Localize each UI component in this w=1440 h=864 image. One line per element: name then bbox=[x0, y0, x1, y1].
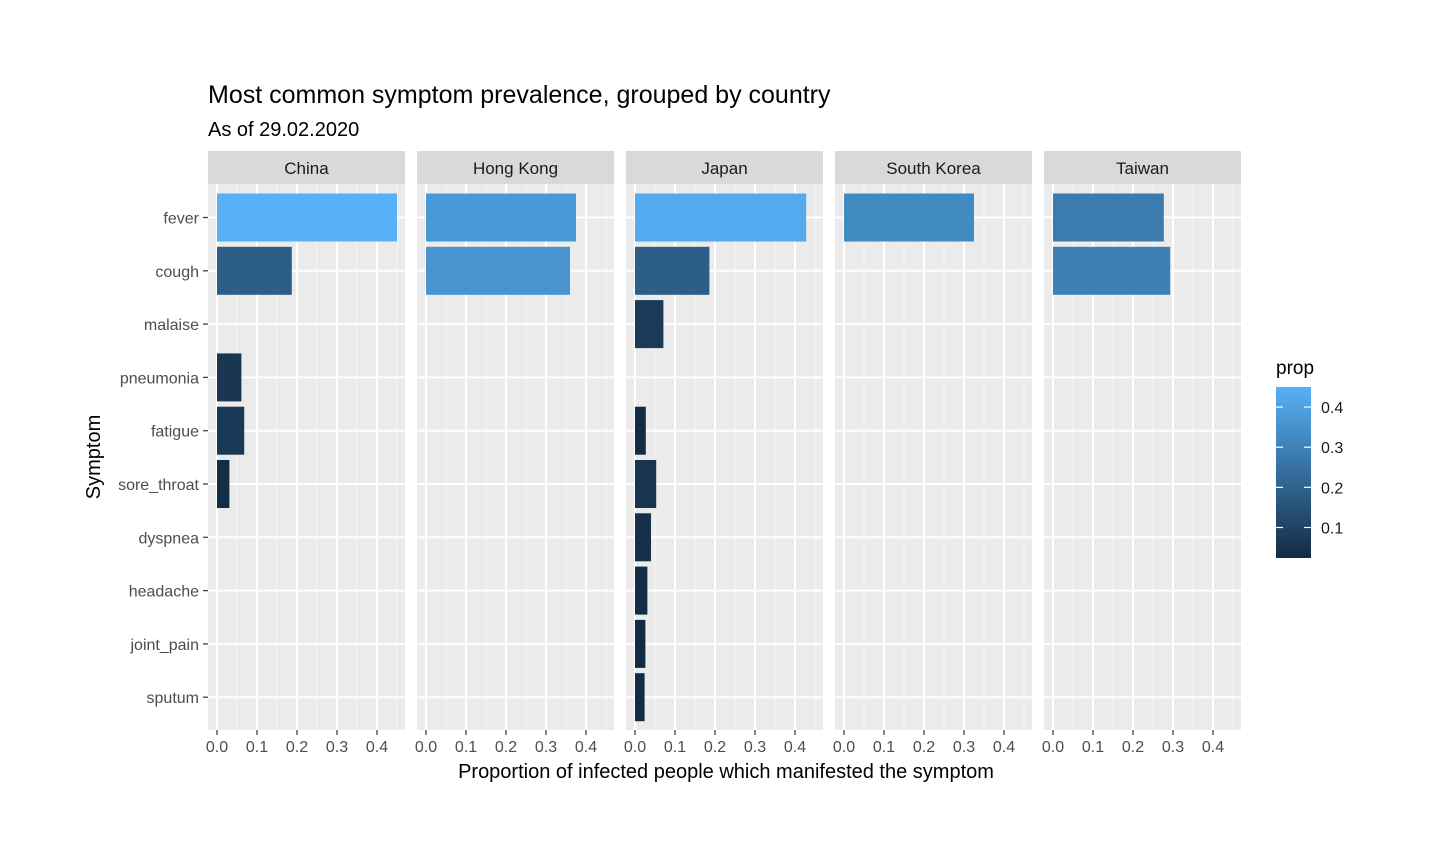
legend-label: 0.1 bbox=[1321, 520, 1343, 537]
bar-fever bbox=[426, 193, 576, 242]
y-tick-label: fever bbox=[163, 211, 199, 228]
x-tick-label: 0.0 bbox=[1042, 739, 1064, 756]
x-tick-label: 0.3 bbox=[744, 739, 766, 756]
x-tick-label: 0.0 bbox=[624, 739, 646, 756]
facet-south-korea: South Korea 0.0 0.1 0.2 0.3 0.4 bbox=[833, 151, 1032, 756]
facet-strip bbox=[208, 151, 405, 184]
facet-strip-label: China bbox=[284, 159, 329, 178]
y-tick-label: cough bbox=[155, 264, 199, 281]
x-tick-label: 0.0 bbox=[206, 739, 228, 756]
x-tick-label: 0.2 bbox=[913, 739, 935, 756]
facet-panels: China 0.0 0.1 0.2 0.3 0.4 Hong Kong 0.0 0.1 0.2 0.… bbox=[206, 151, 1241, 756]
x-tick-label: 0.1 bbox=[246, 739, 268, 756]
legend-title: prop bbox=[1276, 358, 1314, 379]
facet-japan: Japan 0.0 0.1 0.2 0.3 0.4 bbox=[624, 151, 823, 756]
bar-fatigue bbox=[635, 406, 646, 455]
panel-background bbox=[835, 184, 1032, 730]
bar-malaise bbox=[635, 300, 664, 349]
y-tick-label: sore_throat bbox=[118, 477, 199, 494]
facet-strip-label: South Korea bbox=[886, 159, 981, 178]
y-tick-label: pneumonia bbox=[120, 370, 199, 387]
x-tick-label: 0.3 bbox=[1162, 739, 1184, 756]
x-tick-label: 0.1 bbox=[455, 739, 477, 756]
bar-sore_throat bbox=[217, 460, 230, 508]
x-tick-label: 0.4 bbox=[784, 739, 806, 756]
x-tick-label: 0.2 bbox=[704, 739, 726, 756]
bar-sore_throat bbox=[635, 460, 657, 508]
x-tick-label: 0.3 bbox=[535, 739, 557, 756]
legend-label: 0.4 bbox=[1321, 400, 1343, 417]
x-tick-label: 0.1 bbox=[1082, 739, 1104, 756]
y-axis: fever cough malaise pneumonia fatigue sore_th… bbox=[118, 211, 208, 707]
x-tick-label: 0.3 bbox=[326, 739, 348, 756]
x-tick-label: 0.4 bbox=[366, 739, 388, 756]
legend-colorbar bbox=[1276, 387, 1311, 558]
y-axis-title: Symptom bbox=[83, 415, 105, 499]
legend-label: 0.2 bbox=[1321, 480, 1343, 497]
bar-sputum bbox=[635, 673, 645, 722]
bar-cough bbox=[217, 246, 292, 295]
bar-dyspnea bbox=[635, 513, 651, 562]
y-tick-label: sputum bbox=[147, 690, 199, 707]
x-tick-label: 0.4 bbox=[993, 739, 1015, 756]
facet-china: China 0.0 0.1 0.2 0.3 0.4 bbox=[206, 151, 405, 756]
x-tick-label: 0.0 bbox=[833, 739, 855, 756]
facet-strip-label: Japan bbox=[701, 159, 747, 178]
x-tick-label: 0.1 bbox=[873, 739, 895, 756]
bar-cough bbox=[1053, 246, 1171, 295]
y-tick-label: dyspnea bbox=[139, 530, 200, 547]
bar-pneumonia bbox=[217, 353, 242, 402]
legend-label: 0.3 bbox=[1321, 440, 1343, 457]
y-tick-label: fatigue bbox=[151, 424, 199, 441]
x-tick-label: 0.4 bbox=[1202, 739, 1224, 756]
color-legend: prop 0.4 0.3 0.2 0.1 bbox=[1276, 358, 1343, 558]
facet-hong-kong: Hong Kong 0.0 0.1 0.2 0.3 0.4 bbox=[415, 151, 614, 756]
x-tick-label: 0.2 bbox=[286, 739, 308, 756]
bar-fever bbox=[1053, 193, 1164, 242]
bar-fatigue bbox=[217, 406, 245, 455]
bar-fever bbox=[217, 193, 397, 242]
bar-headache bbox=[635, 566, 648, 615]
x-tick-label: 0.0 bbox=[415, 739, 437, 756]
chart-title: Most common symptom prevalence, grouped … bbox=[208, 81, 831, 109]
x-axis-title: Proportion of infected people which mani… bbox=[458, 761, 994, 783]
bar-fever bbox=[844, 193, 974, 242]
facet-taiwan: Taiwan 0.0 0.1 0.2 0.3 0.4 bbox=[1042, 151, 1241, 756]
facet-strip-label: Taiwan bbox=[1116, 159, 1169, 178]
x-tick-label: 0.3 bbox=[953, 739, 975, 756]
x-tick-label: 0.2 bbox=[495, 739, 517, 756]
x-tick-label: 0.4 bbox=[575, 739, 597, 756]
bar-joint_pain bbox=[635, 619, 646, 668]
facet-strip bbox=[626, 151, 823, 184]
y-tick-label: joint_pain bbox=[130, 637, 200, 654]
bar-cough bbox=[426, 246, 570, 295]
x-tick-label: 0.1 bbox=[664, 739, 686, 756]
bar-fever bbox=[635, 193, 807, 242]
y-tick-label: headache bbox=[129, 584, 199, 601]
facet-strip-label: Hong Kong bbox=[473, 159, 558, 178]
facet-strip bbox=[1044, 151, 1241, 184]
y-tick-label: malaise bbox=[144, 317, 199, 334]
x-tick-label: 0.2 bbox=[1122, 739, 1144, 756]
chart-subtitle: As of 29.02.2020 bbox=[208, 119, 359, 141]
facet-strip bbox=[835, 151, 1032, 184]
facet-strip bbox=[417, 151, 614, 184]
bar-cough bbox=[635, 246, 710, 295]
